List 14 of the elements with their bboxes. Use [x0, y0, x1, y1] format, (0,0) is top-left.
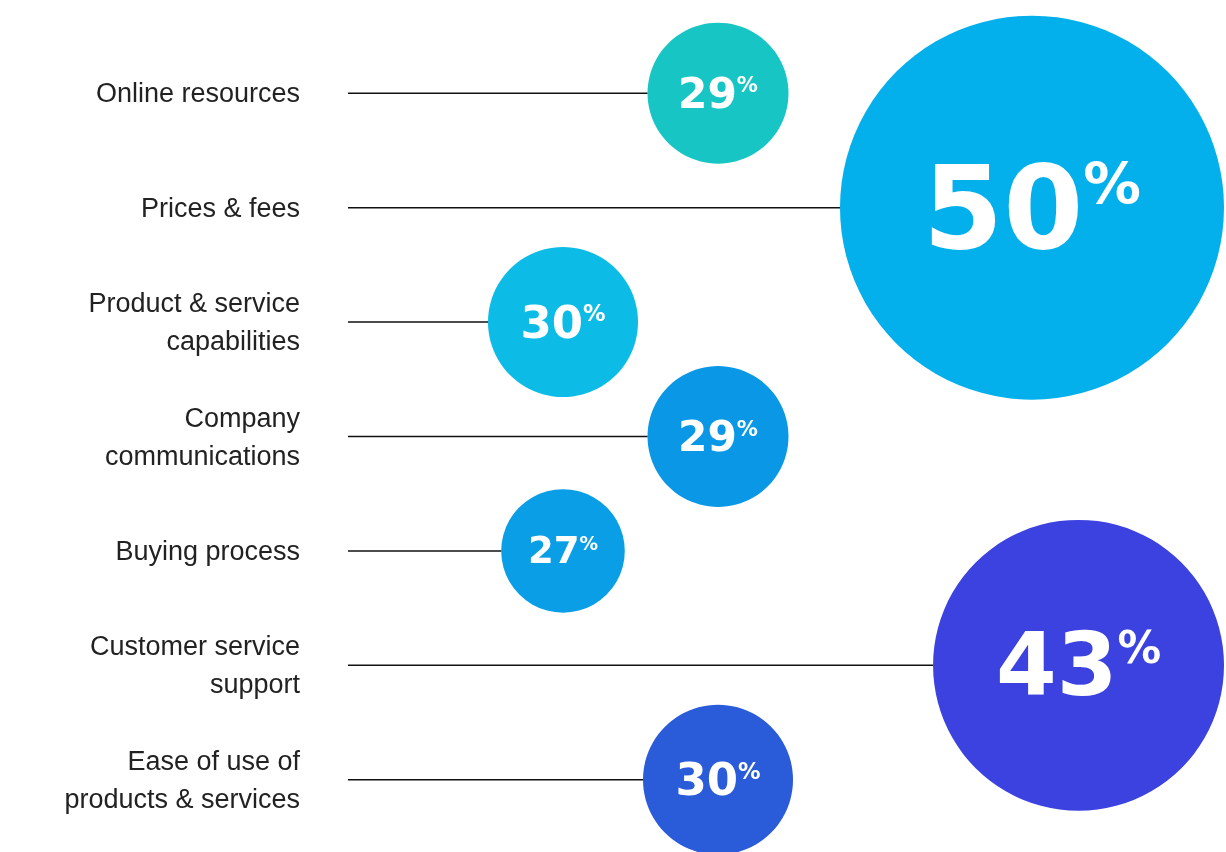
category-label: Company communications [104, 402, 301, 471]
category-label: Prices & fees [140, 192, 300, 223]
data-label: 30% [675, 753, 761, 807]
category-label: Buying process [115, 535, 300, 566]
category-label: Ease of use of products & services [64, 745, 301, 814]
category-label: Customer service support [89, 631, 301, 700]
data-label: 50% [923, 140, 1142, 275]
data-label: 27% [527, 529, 599, 573]
data-label: 43% [995, 614, 1162, 717]
data-label: 29% [678, 412, 758, 461]
data-label: 29% [678, 68, 758, 118]
category-label: Online resources [95, 78, 300, 109]
category-label: Product & service capabilities [88, 288, 300, 357]
data-label: 30% [520, 295, 606, 349]
